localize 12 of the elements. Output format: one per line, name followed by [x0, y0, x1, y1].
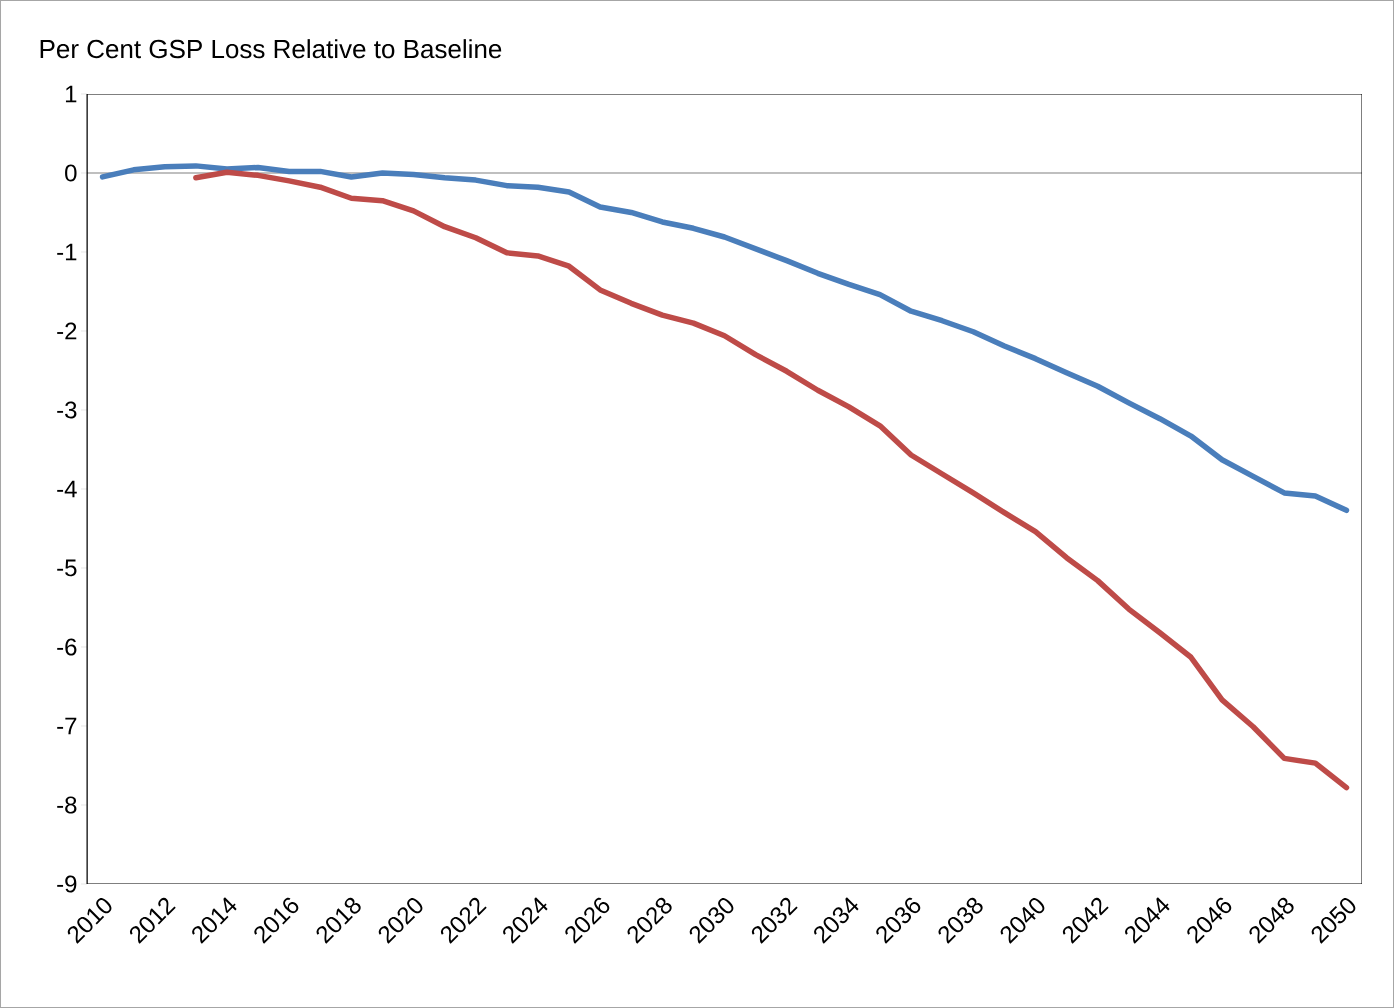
chart-title: Per Cent GSP Loss Relative to Baseline	[40, 39, 502, 59]
y-tick-label: -7	[57, 717, 77, 735]
y-tick-label: 1	[65, 85, 77, 103]
y-tick-label: -9	[57, 875, 77, 893]
y-tick-label: -3	[57, 401, 77, 419]
y-tick-label: -8	[57, 796, 77, 814]
y-tick-label: -6	[57, 638, 77, 656]
y-tick-label: -4	[57, 480, 77, 498]
y-tick-label: 0	[65, 164, 77, 182]
y-tick-label: -2	[57, 322, 77, 340]
y-tick-label: -1	[57, 243, 77, 261]
y-tick-label: -5	[57, 559, 77, 577]
